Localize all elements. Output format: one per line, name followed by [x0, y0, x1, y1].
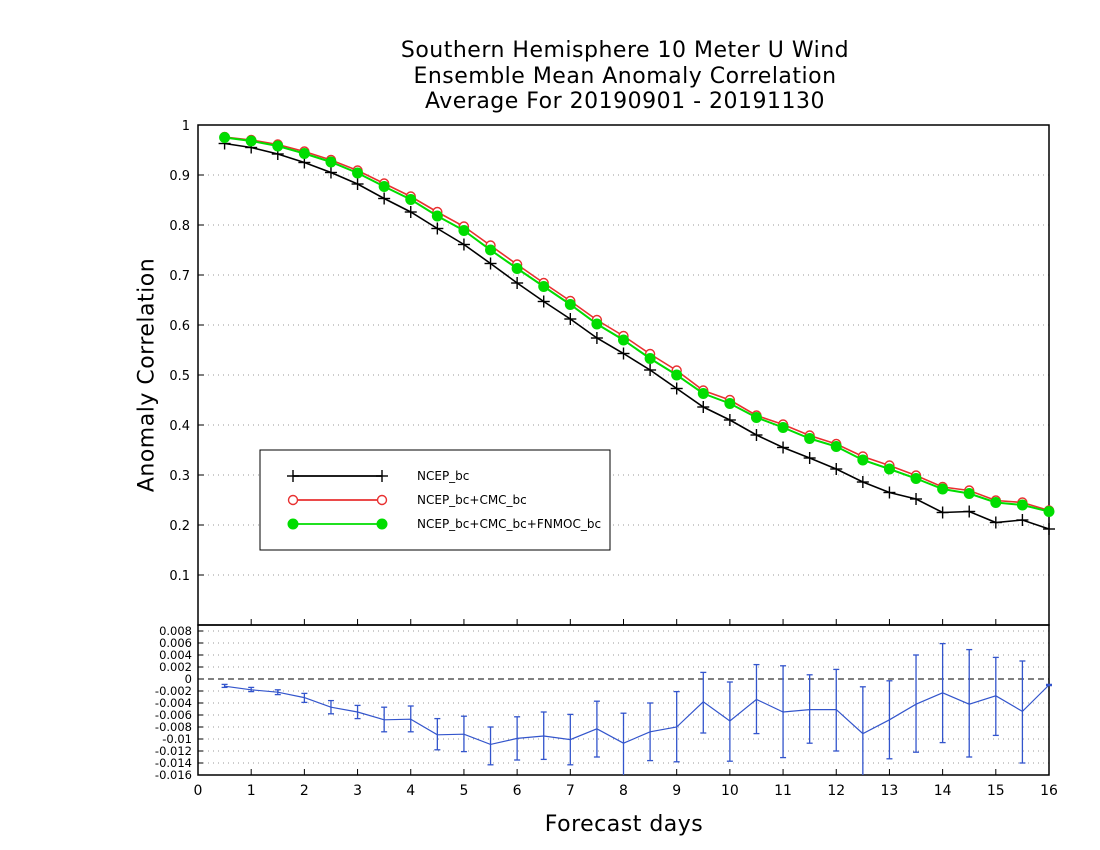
top-y-tick-label: 0.8 [169, 219, 190, 234]
bottom-y-tick-label: -0.01 [162, 732, 192, 746]
top-y-tick-label: 0.6 [169, 319, 190, 334]
top-y-tick-label: 0.5 [169, 369, 190, 384]
data-point [937, 483, 949, 495]
top-y-tick-label: 0.1 [169, 569, 190, 584]
data-point [298, 148, 310, 159]
difference-line [224, 684, 1050, 746]
data-point [777, 422, 789, 433]
legend-marker [376, 494, 388, 506]
data-point [272, 140, 284, 152]
x-tick-label: 10 [721, 783, 739, 799]
x-tick-label: 16 [1040, 783, 1058, 799]
x-tick-label: 0 [194, 783, 203, 799]
x-tick-label: 2 [300, 783, 309, 799]
bottom-y-tick-label: 0.002 [159, 660, 192, 674]
x-tick-label: 15 [987, 783, 1005, 799]
top-y-tick-label: 0.3 [169, 469, 190, 484]
x-tick-label: 11 [774, 783, 792, 799]
chart-title-line-1: Southern Hemisphere 10 Meter U Wind [400, 38, 850, 63]
top-y-tick-label: 1 [182, 119, 190, 134]
data-point [724, 398, 736, 409]
data-point [644, 353, 656, 364]
data-point [1043, 506, 1055, 517]
data-point [910, 473, 922, 484]
legend-label: NCEP_bc [417, 469, 469, 483]
x-tick-label: 3 [353, 783, 362, 799]
bottom-y-tick-label: -0.004 [155, 696, 192, 710]
data-point [511, 263, 523, 274]
data-point [857, 454, 869, 466]
top-y-tick-label: 0.7 [169, 269, 190, 284]
x-tick-label: 14 [934, 783, 952, 799]
data-point [618, 334, 629, 346]
data-point [219, 132, 231, 143]
data-point [883, 463, 895, 475]
bottom-y-tick-label: -0.002 [155, 684, 192, 698]
top-y-tick-label: 0.2 [169, 519, 190, 534]
data-point [963, 488, 975, 499]
bottom-y-tick-label: -0.006 [155, 708, 192, 722]
bottom-y-tick-label: -0.008 [155, 720, 192, 734]
data-point [458, 225, 470, 236]
bottom-y-tick-label: 0.006 [159, 636, 192, 650]
bottom-y-tick-label: -0.012 [155, 744, 192, 758]
x-tick-label: 13 [881, 783, 899, 799]
legend-marker [287, 494, 299, 506]
series-0 [218, 137, 1055, 535]
chart-title-line-2: Ensemble Mean Anomaly Correlation [413, 64, 837, 89]
bottom-y-tick-label: -0.016 [155, 768, 192, 782]
bottom-y-tick-label: -0.014 [155, 756, 192, 770]
legend-marker [376, 518, 388, 530]
data-point [697, 388, 709, 399]
data-point [405, 194, 417, 205]
x-tick-label: 1 [247, 783, 256, 799]
series-2 [219, 132, 1055, 517]
legend-label: NCEP_bc+CMC_bc+FNMOC_bc [417, 517, 601, 531]
top-y-tick-label: 0.4 [169, 419, 190, 434]
series-line [224, 142, 1050, 530]
data-point [990, 497, 1002, 508]
data-point [671, 369, 683, 381]
data-point [325, 156, 337, 168]
x-tick-label: 8 [619, 783, 628, 799]
x-tick-label: 7 [566, 783, 575, 799]
data-point [378, 181, 390, 192]
data-point [431, 210, 443, 222]
legend-marker [287, 518, 299, 530]
bottom-y-tick-label: 0 [185, 672, 192, 686]
difference-series [221, 642, 1052, 775]
data-point [804, 433, 816, 444]
x-tick-label: 6 [513, 783, 522, 799]
data-point [1016, 499, 1028, 511]
bottom-y-tick-label: 0.004 [159, 648, 192, 662]
data-point [352, 167, 364, 179]
chart-title-line-3: Average For 20190901 - 20191130 [424, 89, 826, 114]
data-point [538, 281, 550, 292]
data-point [485, 244, 497, 256]
top-y-tick-label: 0.9 [169, 169, 190, 184]
x-tick-label: 5 [459, 783, 468, 799]
data-point [750, 412, 762, 423]
data-point [564, 299, 576, 310]
legend-label: NCEP_bc+CMC_bc [417, 493, 527, 507]
data-point [245, 135, 257, 147]
data-point [830, 441, 842, 452]
x-tick-label: 4 [406, 783, 415, 799]
x-axis-label: Forecast days [544, 812, 704, 837]
x-tick-label: 12 [827, 783, 845, 799]
bottom-y-tick-label: 0.008 [159, 624, 192, 638]
data-point [591, 318, 603, 330]
x-tick-label: 9 [672, 783, 681, 799]
